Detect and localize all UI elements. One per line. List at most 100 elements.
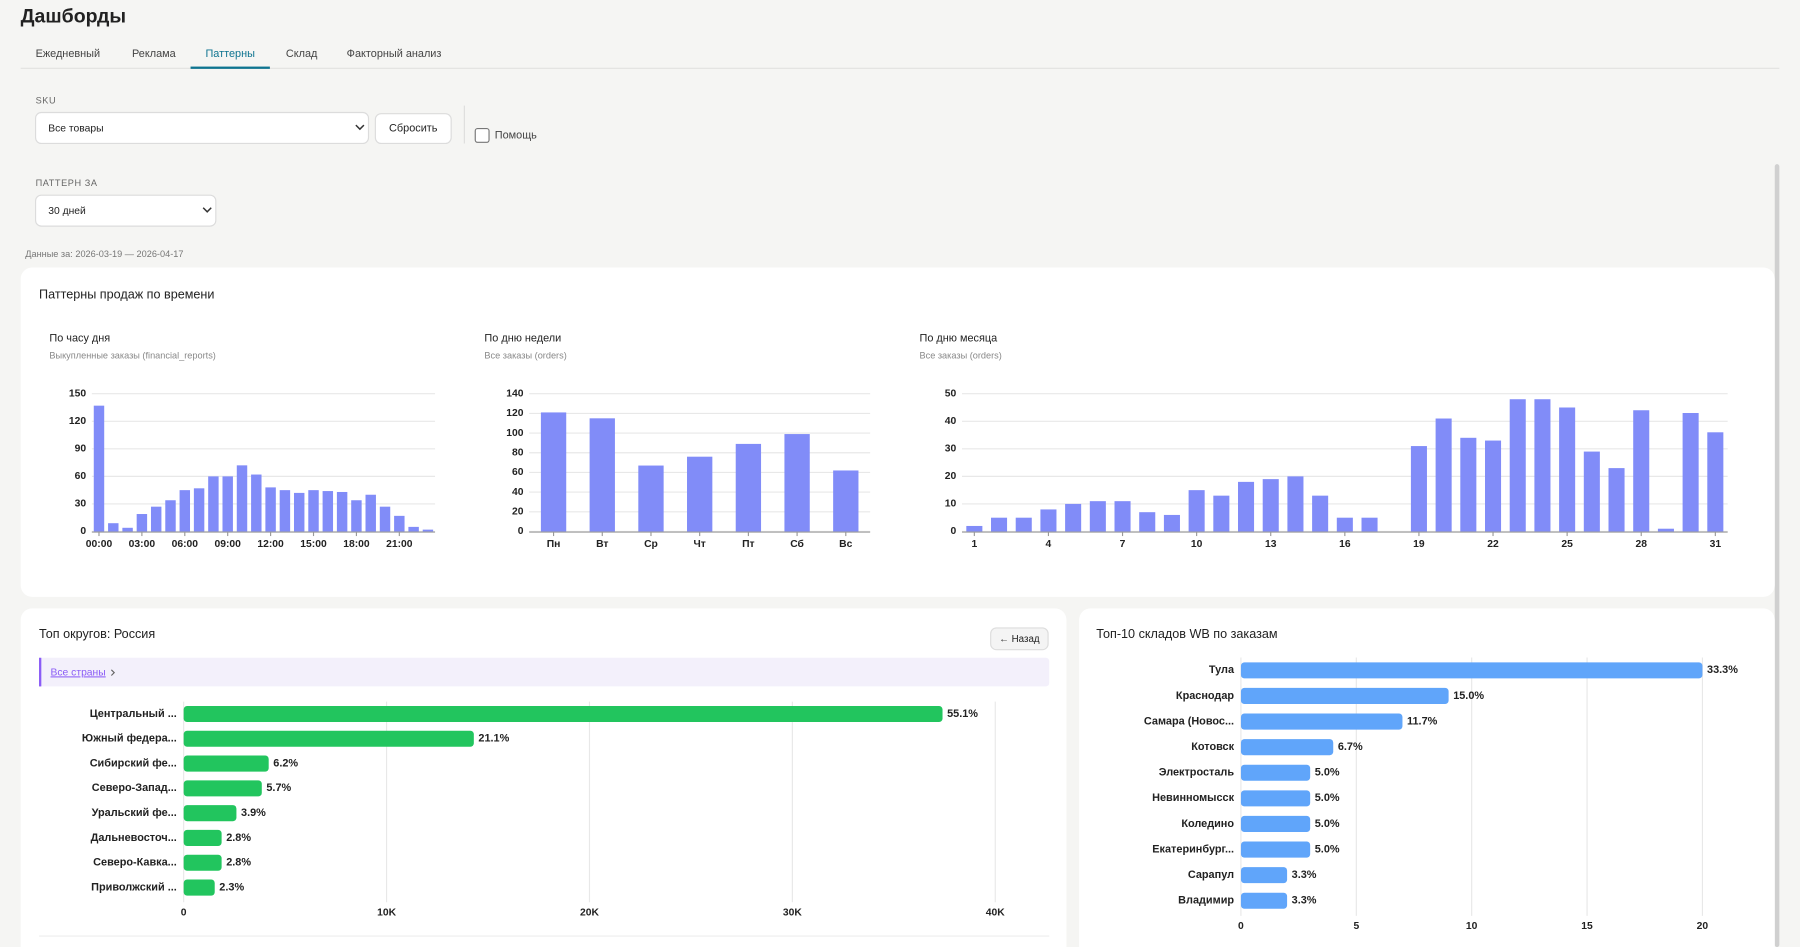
x-tick-label: 16 <box>1339 539 1351 550</box>
tab[interactable]: Паттерны <box>205 48 255 60</box>
tab[interactable]: Ежедневный <box>36 48 101 60</box>
y-tick-label: 0 <box>950 526 956 537</box>
category-label: Самара (Новос... <box>1144 715 1234 727</box>
share-label: 21.1% <box>478 733 509 745</box>
category-label: Коледино <box>1181 818 1234 830</box>
bar <box>1240 764 1311 781</box>
y-tick-label: 90 <box>75 444 87 455</box>
button-label[interactable]: Сбросить <box>389 122 438 134</box>
y-tick-label: 0 <box>518 526 524 537</box>
bar <box>1361 517 1378 532</box>
bar <box>1240 892 1288 909</box>
bar <box>265 487 276 532</box>
x-tick-label: 12:00 <box>257 539 284 550</box>
reset-button[interactable] <box>374 113 452 145</box>
x-tick-label: Вс <box>839 539 852 550</box>
y-tick-label: 150 <box>69 388 86 399</box>
share-label: 33.3% <box>1707 664 1738 676</box>
x-tick-label: 4 <box>1046 539 1052 550</box>
bar <box>1240 713 1403 730</box>
share-label: 6.2% <box>273 757 298 769</box>
chart-title: По дню месяца <box>920 332 999 344</box>
help-checkbox[interactable] <box>474 127 490 143</box>
y-tick-label: 40 <box>945 416 957 427</box>
category-label: Южный федера... <box>82 733 177 745</box>
back-button[interactable] <box>990 627 1049 651</box>
bar <box>183 755 269 772</box>
bar <box>1163 514 1180 532</box>
bar <box>1410 446 1427 532</box>
x-tick-label: 5 <box>1353 921 1359 932</box>
x-tick-label: 10K <box>377 907 396 918</box>
bar <box>1238 481 1255 532</box>
chart-subtitle: Выкупленные заказы (financial_reports) <box>49 350 215 360</box>
x-tick-label: 10 <box>1466 921 1478 932</box>
card-title: Топ округов: Россия <box>39 627 155 641</box>
bar <box>1188 490 1205 532</box>
bar <box>183 805 237 822</box>
tab-underline <box>190 66 270 69</box>
chart-title: По дню недели <box>484 332 561 344</box>
category-label: Приволжский ... <box>91 881 177 893</box>
bar <box>1240 815 1311 832</box>
bar <box>1114 501 1131 532</box>
share-label: 2.8% <box>226 857 251 869</box>
y-tick-label: 60 <box>75 471 87 482</box>
bar <box>165 500 176 532</box>
bar <box>589 418 615 532</box>
bar <box>193 488 205 532</box>
x-tick-label: 28 <box>1635 539 1647 550</box>
page-title: Дашборды <box>21 5 126 27</box>
x-tick-label: 40K <box>986 907 1005 918</box>
bar <box>251 474 262 532</box>
bar <box>1240 662 1703 679</box>
breadcrumb-link[interactable]: Все страны <box>51 667 106 678</box>
bar <box>183 780 262 797</box>
y-tick-label: 30 <box>75 499 87 510</box>
tab[interactable]: Склад <box>286 48 318 60</box>
bar <box>540 412 567 532</box>
card-title: Паттерны продаж по времени <box>39 287 214 301</box>
category-label: Дальневосточ... <box>91 832 177 844</box>
y-tick-label: 120 <box>69 416 86 427</box>
tab[interactable]: Реклама <box>132 48 177 60</box>
share-label: 15.0% <box>1453 690 1484 702</box>
back-button-label[interactable]: ← Назад <box>999 634 1040 645</box>
bar <box>183 854 222 871</box>
bar <box>1213 495 1230 532</box>
bar <box>365 494 376 532</box>
chart-subtitle: Все заказы (orders) <box>484 350 566 360</box>
y-tick-label: 140 <box>506 388 523 399</box>
bar <box>1534 399 1551 532</box>
period-select[interactable] <box>35 194 217 227</box>
scrollbar[interactable] <box>1774 164 1780 947</box>
bar <box>108 523 119 532</box>
bar <box>183 829 222 846</box>
share-label: 11.7% <box>1407 715 1438 727</box>
bar <box>833 470 859 532</box>
bar <box>336 491 348 532</box>
category-label: Сибирский фе... <box>90 757 177 769</box>
bar <box>293 492 305 532</box>
x-tick-label: 03:00 <box>129 539 156 550</box>
x-tick-label: 06:00 <box>172 539 199 550</box>
bar <box>784 434 810 532</box>
bar <box>93 405 105 532</box>
x-tick-label: 25 <box>1561 539 1573 550</box>
share-label: 55.1% <box>947 708 978 720</box>
category-label: Владимир <box>1178 895 1234 907</box>
bar <box>179 490 191 532</box>
share-label: 6.7% <box>1338 741 1363 753</box>
tab[interactable]: Факторный анализ <box>347 48 442 60</box>
y-tick-label: 100 <box>506 428 523 439</box>
bar <box>1139 512 1156 532</box>
chart-title: По часу дня <box>49 332 110 344</box>
share-label: 5.0% <box>1315 792 1340 804</box>
y-tick-label: 80 <box>512 447 524 458</box>
patterns-card <box>20 267 1775 597</box>
sku-select[interactable] <box>35 111 370 145</box>
bar <box>379 506 391 532</box>
bar <box>1015 517 1032 532</box>
x-tick-label: 0 <box>1238 921 1244 932</box>
bar <box>966 525 983 532</box>
